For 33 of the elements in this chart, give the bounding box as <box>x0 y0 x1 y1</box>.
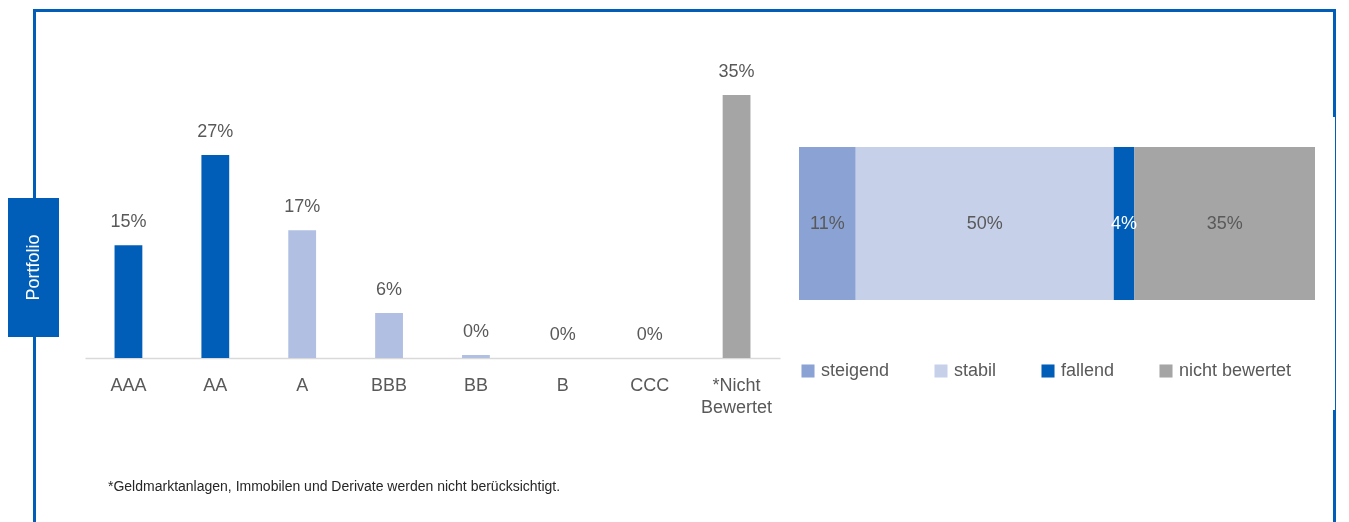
legend-label: stabil <box>954 360 997 380</box>
data-label: 0% <box>462 320 489 341</box>
y-axis-title: Portfolio <box>23 234 44 301</box>
data-label: 0% <box>549 324 576 344</box>
bar <box>1113 147 1135 300</box>
bar <box>288 230 317 358</box>
x-tick-label: CCC <box>630 374 670 395</box>
legend-label: fallend <box>1061 360 1115 380</box>
data-label: 6% <box>376 278 403 299</box>
bar <box>722 95 751 358</box>
data-label: 35% <box>718 61 755 81</box>
bar <box>201 155 230 358</box>
data-label: 50% <box>966 212 1003 233</box>
bar <box>375 312 403 358</box>
x-tick-label: *Nicht Bewertet <box>701 374 773 417</box>
data-label: 35% <box>1206 212 1243 233</box>
bar <box>799 147 856 300</box>
data-label: 17% <box>284 196 321 217</box>
data-label: 11% <box>810 212 845 233</box>
data-label: 15% <box>110 211 147 232</box>
x-tick-label: BB <box>463 374 488 395</box>
text: *Geldmarktanlagen, Immobilen und Derivate werden nicht berücksichtigt. <box>108 478 561 494</box>
data-label: 0% <box>636 324 663 344</box>
x-tick-label: B <box>556 374 569 395</box>
data-label: 27% <box>197 121 234 142</box>
x-tick-label: BBB <box>371 374 408 395</box>
x-tick-label: A <box>296 374 309 395</box>
bar <box>462 354 490 358</box>
legend-label: nicht bewertet <box>1179 360 1292 380</box>
bar <box>114 245 143 358</box>
legend-label: steigend <box>821 360 890 380</box>
x-tick-label: AAA <box>110 374 147 395</box>
x-tick-label: AA <box>203 374 228 395</box>
